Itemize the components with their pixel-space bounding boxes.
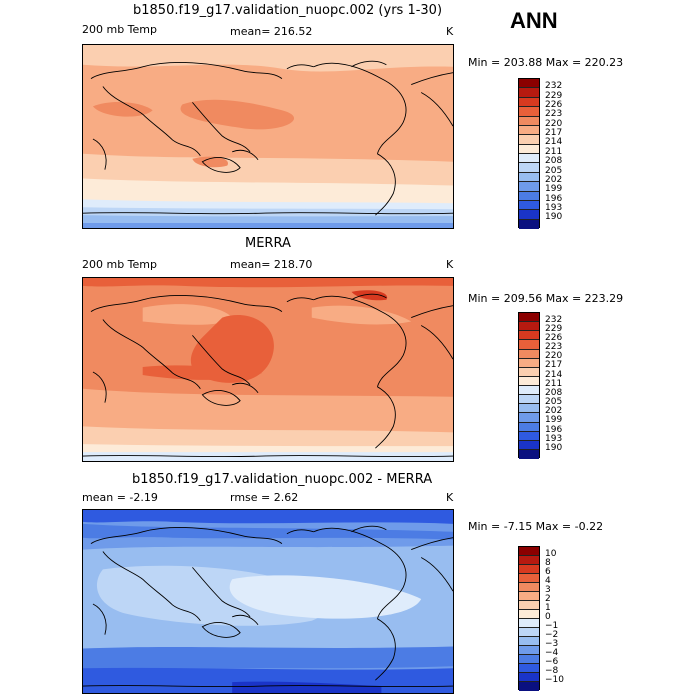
panel-1-minmax: Min = 203.88 Max = 220.23	[468, 56, 624, 69]
colorbar-label: 0	[545, 612, 551, 622]
colorbar-label: 214	[545, 370, 563, 380]
colorbar-label: 10	[545, 549, 557, 559]
colorbar-label: 211	[545, 147, 563, 157]
panel-1-colorbar	[518, 78, 540, 229]
colorbar-label: 217	[545, 360, 563, 370]
season-label: ANN	[510, 8, 558, 33]
panel-2-colorbar-labels: 232 229 226 223 220 217 214 211 208 205 …	[545, 312, 575, 458]
colorbar-label: 220	[545, 119, 563, 129]
colorbar-label: 217	[545, 128, 563, 138]
panel-2-mean-label: mean= 218.70	[230, 258, 313, 271]
panel-3-map	[82, 509, 454, 694]
colorbar-label: 223	[545, 109, 563, 119]
panel-2-title: MERRA	[245, 236, 291, 251]
colorbar-label: 226	[545, 100, 563, 110]
colorbar-label: 3	[545, 585, 551, 595]
colorbar-label: 226	[545, 333, 563, 343]
colorbar-label: 220	[545, 351, 563, 361]
colorbar-label: 208	[545, 388, 563, 398]
colorbar-label: 211	[545, 379, 563, 389]
colorbar-label: 6	[545, 567, 551, 577]
colorbar-label: 199	[545, 184, 563, 194]
colorbar-label: 229	[545, 91, 563, 101]
panel-1-colorbar-labels: 232 229 226 223 220 217 214 211 208 205 …	[545, 78, 575, 228]
panel-3-units-label: K	[446, 491, 454, 504]
colorbar-label: 223	[545, 342, 563, 352]
panel-3-colorbar	[518, 546, 540, 691]
panel-1-variable-label: 200 mb Temp	[82, 23, 158, 36]
colorbar-label: 205	[545, 397, 563, 407]
colorbar-label: 232	[545, 315, 563, 325]
colorbar-label: −3	[545, 639, 559, 649]
panel-3-colorbar-labels: 10 8 6 4 3 2 1 0 −1 −2 −3 −4 −6 −8 −10	[545, 546, 575, 690]
colorbar-label: 196	[545, 425, 563, 435]
colorbar-label: 202	[545, 406, 563, 416]
panel-3-mean-label: mean = -2.19	[82, 491, 158, 504]
colorbar-label: 229	[545, 324, 563, 334]
colorbar-label: 202	[545, 175, 563, 185]
panel-1-units-label: K	[446, 25, 454, 38]
panel-3-minmax: Min = -7.15 Max = -0.22	[468, 520, 604, 533]
colorbar-label: 190	[545, 443, 563, 453]
colorbar-label: −4	[545, 648, 559, 658]
colorbar-label: 196	[545, 194, 563, 204]
panel-2-units-label: K	[446, 258, 454, 271]
panel-3-rmse-label: rmse = 2.62	[230, 491, 299, 504]
colorbar-label: 193	[545, 203, 563, 213]
panel-1-title: b1850.f19_g17.validation_nuopc.002 (yrs …	[133, 3, 443, 18]
panel-2-minmax: Min = 209.56 Max = 223.29	[468, 292, 624, 305]
colorbar-label: 193	[545, 434, 563, 444]
colorbar-label: 232	[545, 81, 563, 91]
colorbar-label: −10	[545, 675, 564, 685]
panel-2-variable-label: 200 mb Temp	[82, 258, 158, 271]
panel-2-colorbar	[518, 312, 540, 459]
colorbar-label: 214	[545, 137, 563, 147]
colorbar-label: −2	[545, 630, 559, 640]
colorbar-label: −8	[545, 666, 559, 676]
panel-3-title: b1850.f19_g17.validation_nuopc.002 - MER…	[132, 472, 433, 487]
colorbar-label: 199	[545, 415, 563, 425]
colorbar-label: 208	[545, 156, 563, 166]
panel-1-map	[82, 44, 454, 229]
colorbar-label: −6	[545, 657, 559, 667]
colorbar-label: 190	[545, 212, 563, 222]
colorbar-label: 8	[545, 558, 551, 568]
colorbar-label: 1	[545, 603, 551, 613]
colorbar-label: 205	[545, 166, 563, 176]
colorbar-label: 2	[545, 594, 551, 604]
colorbar-label: −1	[545, 621, 559, 631]
panel-1-mean-label: mean= 216.52	[230, 25, 313, 38]
panel-2-map	[82, 277, 454, 462]
colorbar-label: 4	[545, 576, 551, 586]
